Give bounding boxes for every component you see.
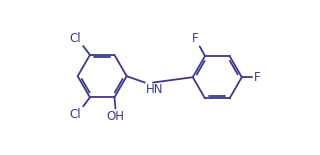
Text: F: F bbox=[254, 71, 260, 84]
Text: F: F bbox=[192, 32, 199, 45]
Text: HN: HN bbox=[146, 83, 164, 96]
Text: Cl: Cl bbox=[69, 32, 81, 45]
Text: Cl: Cl bbox=[69, 108, 81, 121]
Text: OH: OH bbox=[107, 110, 124, 123]
